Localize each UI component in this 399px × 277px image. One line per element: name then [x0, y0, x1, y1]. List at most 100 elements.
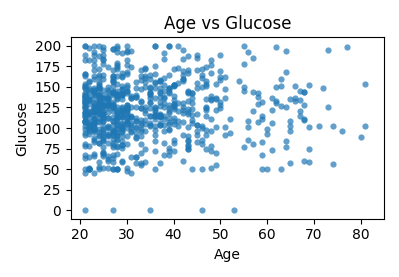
Point — [166, 87, 172, 91]
Point — [128, 171, 134, 176]
Point — [105, 116, 111, 120]
Point — [95, 103, 102, 107]
Point — [110, 106, 116, 111]
Y-axis label: Glucose: Glucose — [15, 101, 29, 156]
Point — [301, 117, 308, 122]
Point — [114, 108, 120, 112]
Point — [110, 167, 116, 171]
Point — [147, 86, 153, 91]
Point — [114, 89, 120, 93]
Point — [236, 79, 242, 83]
Point — [133, 94, 139, 99]
Point — [152, 105, 158, 110]
Point — [194, 122, 200, 127]
Point — [95, 98, 102, 102]
Point — [110, 122, 116, 127]
Point — [212, 81, 219, 86]
Point — [138, 122, 144, 127]
Point — [128, 129, 134, 134]
Point — [81, 118, 88, 123]
Point — [147, 114, 153, 119]
Point — [110, 80, 116, 84]
Point — [250, 109, 256, 113]
Point — [110, 47, 116, 51]
Point — [124, 121, 130, 125]
Point — [208, 144, 214, 148]
Point — [114, 167, 120, 171]
Point — [81, 95, 88, 100]
Point — [110, 93, 116, 97]
Point — [156, 161, 163, 166]
Point — [175, 109, 182, 113]
Point — [114, 93, 120, 97]
Point — [124, 104, 130, 109]
Point — [161, 141, 168, 145]
Point — [95, 141, 102, 145]
Point — [152, 113, 158, 117]
Point — [81, 144, 88, 148]
Point — [170, 83, 177, 87]
Point — [95, 100, 102, 105]
Point — [124, 114, 130, 118]
Point — [119, 115, 125, 119]
Point — [222, 87, 228, 91]
Point — [296, 109, 303, 113]
Point — [86, 79, 93, 83]
Point — [208, 149, 214, 153]
Point — [91, 120, 97, 124]
Point — [203, 147, 209, 151]
Point — [133, 125, 139, 129]
Point — [147, 93, 153, 97]
Point — [362, 124, 369, 129]
Point — [91, 88, 97, 92]
Point — [358, 135, 364, 139]
Point — [180, 76, 186, 81]
Point — [184, 71, 191, 75]
Point — [166, 120, 172, 124]
Point — [142, 147, 149, 152]
Point — [273, 101, 280, 106]
Point — [114, 97, 120, 101]
Point — [81, 58, 88, 63]
Point — [105, 96, 111, 101]
Point — [81, 101, 88, 106]
Point — [114, 92, 120, 96]
Point — [95, 127, 102, 131]
Point — [86, 110, 93, 115]
Point — [95, 93, 102, 97]
Point — [142, 128, 149, 133]
Point — [100, 104, 107, 108]
Point — [180, 120, 186, 124]
Point — [184, 137, 191, 142]
Point — [142, 76, 149, 80]
Point — [100, 139, 107, 143]
Point — [86, 57, 93, 62]
Point — [194, 140, 200, 144]
Point — [138, 74, 144, 78]
Point — [269, 96, 275, 101]
Point — [114, 127, 120, 131]
Point — [81, 85, 88, 90]
Point — [142, 104, 149, 109]
Point — [152, 113, 158, 117]
Point — [175, 118, 182, 123]
Point — [81, 104, 88, 108]
Point — [95, 130, 102, 134]
Point — [166, 44, 172, 49]
Point — [119, 97, 125, 101]
Point — [119, 87, 125, 91]
Point — [152, 114, 158, 118]
Point — [133, 85, 139, 90]
Point — [142, 80, 149, 84]
Point — [208, 97, 214, 101]
Point — [156, 85, 163, 90]
Point — [81, 94, 88, 99]
Point — [170, 107, 177, 111]
Point — [110, 155, 116, 160]
Point — [110, 141, 116, 145]
Point — [166, 85, 172, 90]
Point — [138, 106, 144, 111]
Point — [222, 133, 228, 138]
Point — [170, 102, 177, 106]
Point — [91, 117, 97, 121]
